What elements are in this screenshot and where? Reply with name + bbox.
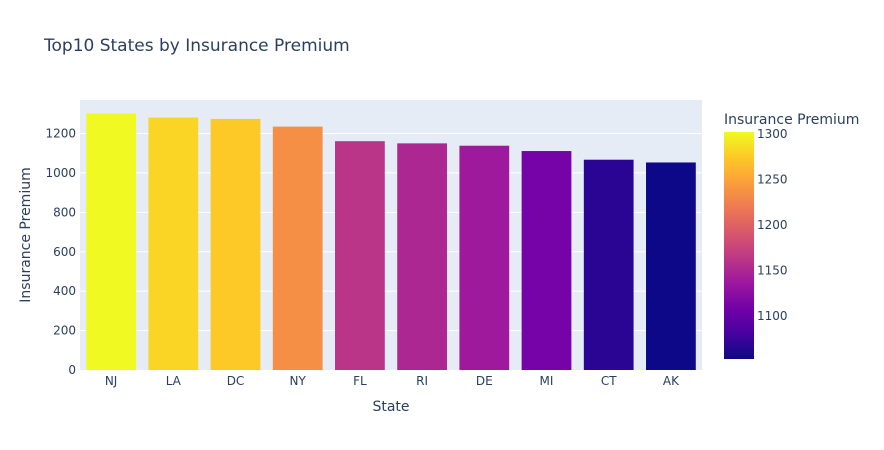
- y-axis-label: Insurance Premium: [18, 167, 34, 302]
- bar-mi[interactable]: [521, 151, 572, 370]
- bar-dc[interactable]: [210, 118, 261, 370]
- chart-title: Top10 States by Insurance Premium: [43, 36, 350, 56]
- y-tick-label: 800: [53, 205, 76, 219]
- x-axis-label: State: [372, 399, 409, 415]
- x-tick-label: CT: [601, 374, 617, 388]
- x-tick-label: DE: [476, 374, 493, 388]
- bar-fl[interactable]: [335, 141, 385, 370]
- colorbar-tick-label: 1100: [757, 309, 788, 323]
- bar-ri[interactable]: [397, 143, 447, 370]
- y-tick-label: 200: [53, 324, 76, 338]
- x-tick-label: NJ: [105, 374, 118, 388]
- y-tick-label: 600: [53, 245, 76, 259]
- y-tick-label: 400: [53, 284, 76, 298]
- colorbar-tick-label: 1200: [757, 218, 788, 232]
- x-tick-label: MI: [540, 374, 554, 388]
- y-tick-label: 1200: [45, 127, 76, 141]
- bar-nj[interactable]: [86, 113, 136, 370]
- bar-la[interactable]: [148, 117, 199, 370]
- x-tick-label: DC: [227, 374, 245, 388]
- y-tick-label: 1000: [45, 166, 76, 180]
- x-tick-label: NY: [290, 374, 307, 388]
- x-tick-label: AK: [663, 374, 680, 388]
- x-tick-label: LA: [166, 374, 182, 388]
- x-tick-label: RI: [416, 374, 428, 388]
- bar-ct[interactable]: [583, 159, 634, 370]
- bar-ny[interactable]: [272, 126, 323, 371]
- colorbar-tick-label: 1250: [757, 172, 788, 186]
- bar-ak[interactable]: [646, 162, 696, 370]
- colorbar-tick-label: 1300: [757, 127, 788, 141]
- bar-de[interactable]: [459, 145, 510, 370]
- colorbar-title: Insurance Premium: [724, 112, 859, 128]
- y-tick-label: 0: [68, 363, 76, 377]
- colorbar-tick-label: 1150: [757, 264, 788, 278]
- colorbar: [724, 132, 754, 359]
- x-tick-label: FL: [353, 374, 367, 388]
